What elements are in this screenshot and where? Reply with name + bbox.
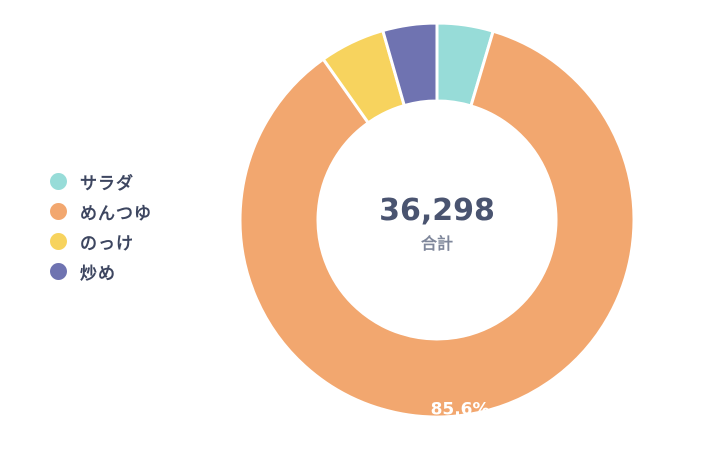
legend-item-mentsuyu[interactable]: めんつゆ	[50, 196, 152, 226]
legend-item-salad[interactable]: サラダ	[50, 166, 152, 196]
donut-slices	[238, 21, 636, 419]
center-total: 36,298	[379, 193, 495, 228]
legend-label-mentsuyu: めんつゆ	[80, 203, 152, 224]
legend-swatch-mentsuyu	[50, 202, 67, 220]
slice-label-mentsuyu: 85.6%	[431, 399, 490, 419]
slice-labels: 85.6%	[431, 399, 490, 419]
slice-mentsuyu[interactable]	[238, 29, 636, 419]
legend-label-itame: 炒め	[80, 263, 116, 284]
legend-label-salad: サラダ	[80, 173, 134, 194]
slice-itame[interactable]	[381, 21, 439, 108]
legend: サラダ めんつゆ のっけ 炒め	[50, 166, 152, 286]
legend-item-nokke[interactable]: のっけ	[50, 226, 152, 256]
legend-swatch-salad	[50, 172, 67, 190]
legend-label-nokke: のっけ	[80, 233, 134, 254]
center-total-label: 合計	[421, 234, 453, 253]
legend-item-itame[interactable]: 炒め	[50, 256, 152, 286]
legend-swatch-nokke	[50, 232, 67, 250]
legend-swatch-itame	[50, 262, 67, 280]
